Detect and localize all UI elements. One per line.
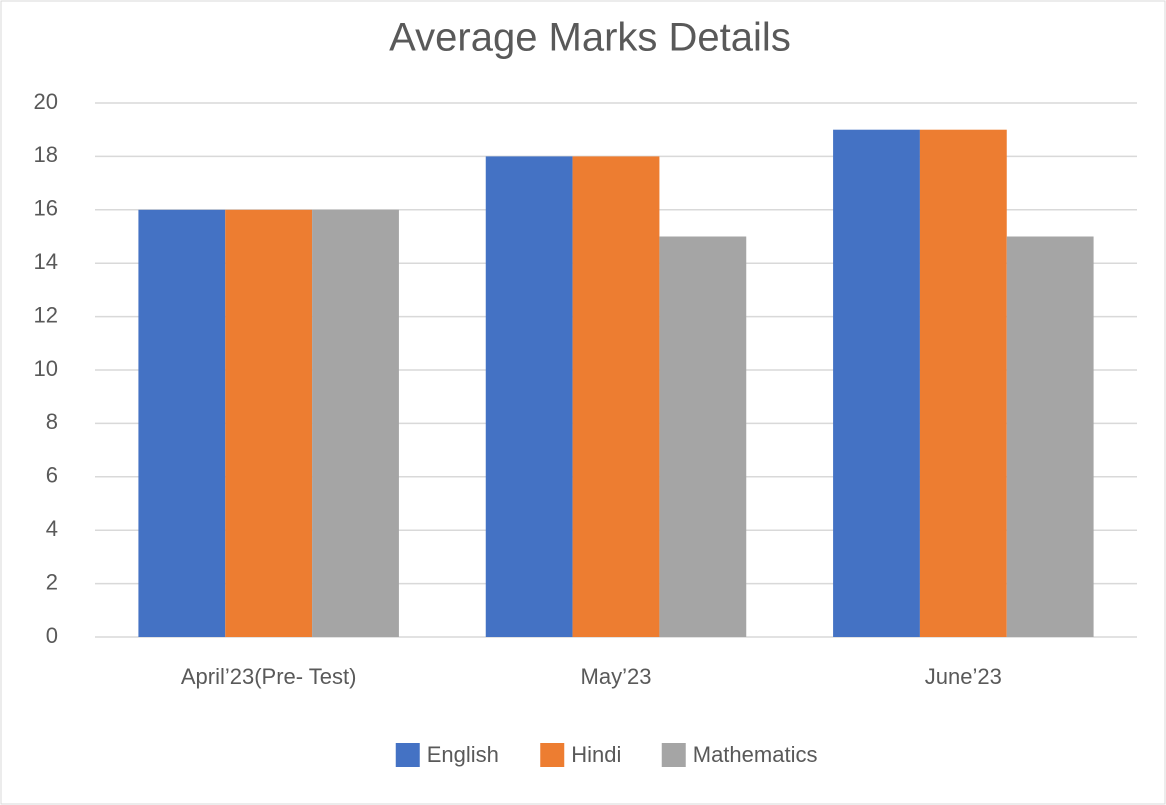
bar [659,236,747,637]
bar [485,156,573,637]
legend-swatch [395,743,420,767]
x-tick-label: May’23 [581,664,652,689]
bar [572,156,660,637]
y-tick-label: 6 [46,463,58,488]
bar [919,129,1007,637]
y-tick-label: 0 [46,623,58,648]
legend-swatch [661,743,686,767]
legend-swatch [540,743,565,767]
bar [225,209,313,638]
y-tick-label: 10 [34,356,58,381]
y-tick-label: 4 [46,516,58,541]
y-tick-label: 2 [46,569,58,594]
bar [1006,236,1094,637]
y-tick-label: 12 [34,302,58,327]
y-tick-label: 20 [34,89,58,114]
x-tick-label: June’23 [925,664,1002,689]
bar [833,129,920,637]
x-tick-label: April’23(Pre- Test) [181,664,357,689]
y-tick-label: 18 [34,142,58,167]
legend-label: Hindi [571,742,621,767]
y-tick-label: 8 [46,409,58,434]
legend-label: English [427,742,499,767]
legend-label: Mathematics [693,742,818,767]
chart-title: Average Marks Details [389,16,791,60]
bar [312,209,399,638]
bar [138,209,226,638]
y-tick-label: 16 [34,196,58,221]
y-tick-label: 14 [34,249,58,274]
